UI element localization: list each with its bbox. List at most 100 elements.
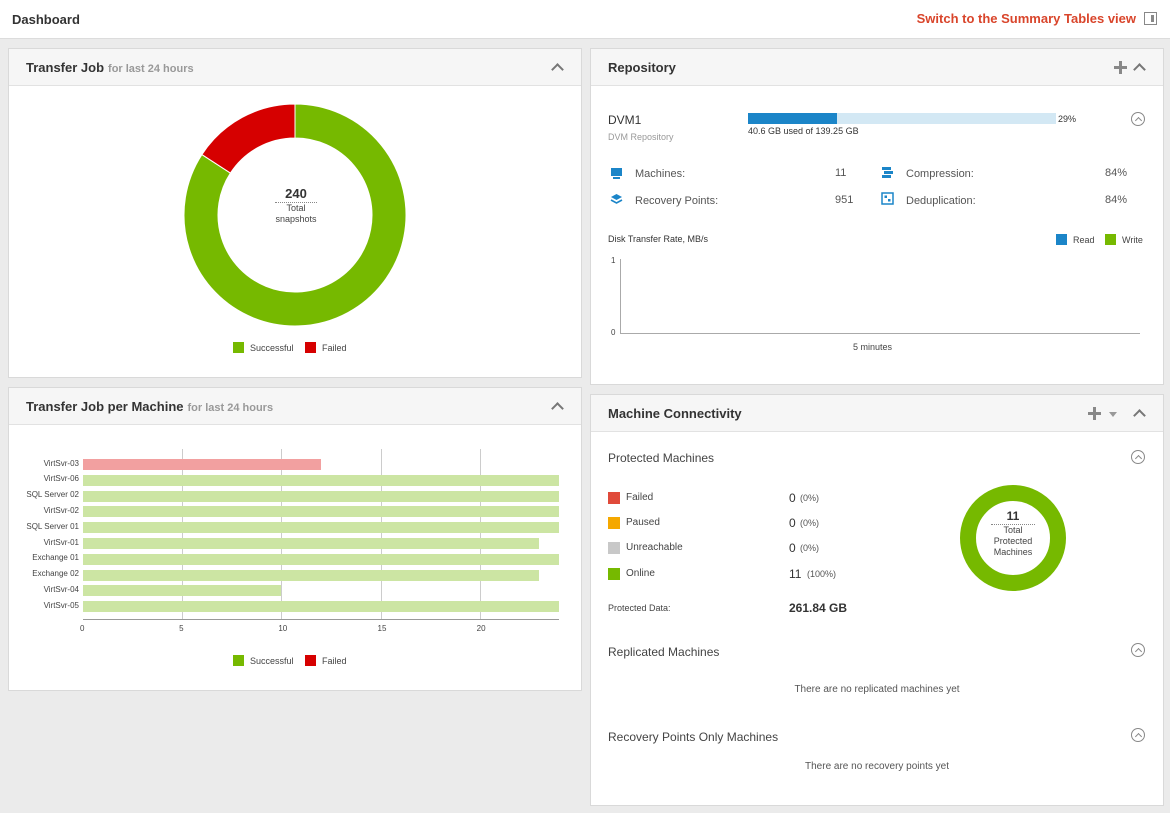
bar-successful[interactable] xyxy=(83,522,559,534)
x-axis-line xyxy=(83,619,559,620)
x-tick-label: 5 xyxy=(179,624,184,633)
legend-write: Write xyxy=(1105,234,1143,245)
rate-y-tick-bottom: 0 xyxy=(611,328,616,337)
bar-successful[interactable] xyxy=(83,506,559,518)
status-label: Online xyxy=(626,568,655,579)
grid-line xyxy=(182,449,184,619)
status-swatch xyxy=(608,517,620,529)
legend-successful-swatch xyxy=(233,655,244,666)
donut-divider xyxy=(275,202,317,203)
connectivity-title: Machine Connectivity xyxy=(608,406,742,421)
rate-y-axis xyxy=(620,259,621,334)
legend-successful: Successful xyxy=(233,655,294,666)
monitor-icon xyxy=(610,167,623,179)
legend-failed-swatch xyxy=(305,342,316,353)
status-count: 0 xyxy=(789,491,796,505)
repository-usage-text: 40.6 GB used of 139.25 GB xyxy=(748,126,859,136)
bar-successful[interactable] xyxy=(83,490,559,502)
compression-label: Compression: xyxy=(906,168,974,180)
x-tick-label: 0 xyxy=(80,624,85,633)
machines-value: 11 xyxy=(835,167,847,179)
protected-donut-label-2: Protected xyxy=(993,536,1033,546)
top-bar: Dashboard Switch to the Summary Tables v… xyxy=(0,0,1170,39)
legend-failed: Failed xyxy=(305,655,347,666)
bar-category-label: SQL Server 02 xyxy=(26,490,79,500)
protected-data-value: 261.84 GB xyxy=(789,601,848,615)
legend-write-swatch xyxy=(1105,234,1116,245)
donut-total-value: 240 xyxy=(285,186,307,201)
machines-label: Machines: xyxy=(635,168,686,180)
status-row-failed: Failed 0 (0%) xyxy=(608,491,858,506)
legend-failed: Failed xyxy=(305,342,347,353)
status-swatch xyxy=(608,568,620,580)
bar-category-label: VirtSvr-06 xyxy=(43,474,79,484)
compression-value: 84% xyxy=(1105,167,1128,179)
per-machine-bar-chart: VirtSvr-03 VirtSvr-06 SQL Server 02 VirtSvr… xyxy=(9,425,583,655)
grid-line xyxy=(479,449,481,619)
bar-successful[interactable] xyxy=(83,474,559,486)
repository-title: Repository xyxy=(608,60,676,75)
add-plus-icon[interactable] xyxy=(1114,61,1127,74)
status-percent: (100%) xyxy=(807,569,837,579)
bar-successful[interactable] xyxy=(83,538,540,549)
deduplication-value: 84% xyxy=(1105,194,1128,206)
bar-successful[interactable] xyxy=(83,585,282,597)
transfer-job-panel: Transfer Job for last 24 hours 240 Total … xyxy=(8,48,582,378)
donut-total-label-2: snapshots xyxy=(275,214,317,224)
collapse-chevron-up-icon[interactable] xyxy=(1134,408,1144,418)
collapse-circle-chevron-icon[interactable] xyxy=(1131,643,1145,657)
recovery-only-empty-text: There are no recovery points yet xyxy=(805,761,949,772)
disk-transfer-rate-title: Disk Transfer Rate, MB/s xyxy=(608,234,709,244)
transfer-job-header: Transfer Job for last 24 hours xyxy=(9,49,581,86)
repository-usage-fill xyxy=(748,113,838,124)
collapse-circle-chevron-icon[interactable] xyxy=(1131,728,1145,742)
status-row-online: Online 11 (100%) xyxy=(608,567,858,582)
protected-machines-title: Protected Machines xyxy=(608,451,715,465)
status-percent: (0%) xyxy=(800,493,820,503)
bar-category-label: VirtSvr-05 xyxy=(43,600,79,610)
bar-successful[interactable] xyxy=(83,601,559,613)
legend-read: Read xyxy=(1056,234,1095,245)
switch-view-link[interactable]: Switch to the Summary Tables view xyxy=(916,11,1136,26)
machine-connectivity-panel: Machine Connectivity Protected Machines … xyxy=(590,394,1164,806)
switch-view-icon[interactable] xyxy=(1144,12,1157,25)
status-row-paused: Paused 0 (0%) xyxy=(608,516,858,531)
repository-usage-bar xyxy=(748,113,1056,124)
transfer-job-per-machine-panel: Transfer Job per Machine for last 24 hour… xyxy=(8,387,582,691)
per-machine-title: Transfer Job per Machine for last 24 hour… xyxy=(26,399,274,414)
status-percent: (0%) xyxy=(800,518,820,528)
repository-name[interactable]: DVM1 xyxy=(608,113,642,127)
dropdown-caret-icon[interactable] xyxy=(1109,412,1117,417)
recovery-points-label: Recovery Points: xyxy=(635,195,719,207)
recovery-points-value: 951 xyxy=(835,194,854,206)
donut-slice-successful[interactable] xyxy=(183,103,407,327)
repository-panel: Repository DVM1 DVM Repository 29% 40.6 … xyxy=(590,48,1164,385)
repository-header: Repository xyxy=(591,49,1163,86)
add-plus-icon[interactable] xyxy=(1088,407,1101,420)
status-count: 11 xyxy=(789,567,802,581)
collapse-chevron-up-icon[interactable] xyxy=(1134,62,1144,72)
bar-successful[interactable] xyxy=(83,569,540,581)
protected-machines-donut xyxy=(960,485,1066,591)
status-count: 0 xyxy=(789,516,796,530)
legend-read-swatch xyxy=(1056,234,1067,245)
collapse-chevron-up-icon[interactable] xyxy=(552,401,562,411)
bar-category-label: VirtSvr-04 xyxy=(43,584,79,594)
deduplication-icon xyxy=(881,192,894,205)
bar-successful[interactable] xyxy=(83,553,559,565)
transfer-job-subtitle: for last 24 hours xyxy=(108,63,194,75)
collapse-chevron-up-icon[interactable] xyxy=(552,62,562,72)
legend-successful-swatch xyxy=(233,342,244,353)
bar-failed[interactable] xyxy=(83,459,321,470)
grid-line xyxy=(380,449,382,619)
collapse-circle-chevron-icon[interactable] xyxy=(1131,450,1145,464)
status-label: Failed xyxy=(626,492,654,503)
donut-slice-failed[interactable] xyxy=(201,103,296,174)
collapse-circle-chevron-icon[interactable] xyxy=(1131,112,1145,126)
recovery-only-title: Recovery Points Only Machines xyxy=(608,730,779,744)
replicated-empty-text: There are no replicated machines yet xyxy=(794,684,960,695)
rate-x-label: 5 minutes xyxy=(853,342,893,352)
legend-failed-swatch xyxy=(305,655,316,666)
per-machine-subtitle: for last 24 hours xyxy=(187,402,274,414)
repository-usage-percent: 29% xyxy=(1058,114,1077,124)
